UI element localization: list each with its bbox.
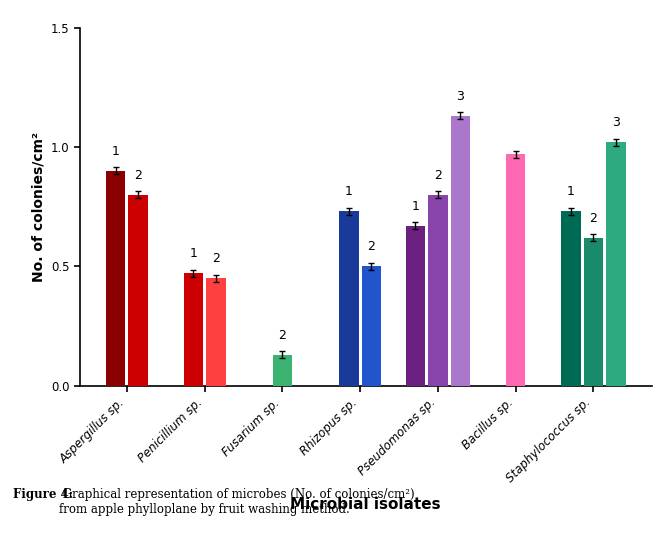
- Bar: [106, 171, 125, 386]
- Bar: [128, 195, 148, 386]
- Text: 3: 3: [456, 90, 464, 103]
- Bar: [428, 195, 448, 386]
- Bar: [339, 212, 358, 386]
- Bar: [406, 226, 425, 386]
- Bar: [584, 237, 603, 386]
- Text: 1: 1: [567, 185, 575, 198]
- Text: 3: 3: [612, 116, 620, 129]
- Bar: [561, 212, 581, 386]
- X-axis label: Microbial isolates: Microbial isolates: [291, 496, 441, 511]
- Text: Figure 4:: Figure 4:: [13, 488, 73, 501]
- Text: 2: 2: [134, 169, 142, 182]
- Bar: [184, 273, 203, 386]
- Text: 2: 2: [589, 212, 597, 225]
- Text: 2: 2: [434, 169, 442, 182]
- Text: 1: 1: [412, 199, 419, 213]
- Bar: [273, 355, 292, 386]
- Text: Graphical representation of microbes (No. of colonies/cm²)
from apple phylloplan: Graphical representation of microbes (No…: [59, 488, 414, 516]
- Text: 1: 1: [345, 185, 352, 198]
- Bar: [206, 278, 225, 386]
- Text: 2: 2: [279, 328, 286, 342]
- Text: 2: 2: [212, 252, 219, 265]
- Bar: [506, 154, 525, 386]
- Bar: [606, 142, 626, 386]
- Text: 2: 2: [368, 240, 375, 253]
- Text: 1: 1: [190, 247, 198, 261]
- Y-axis label: No. of colonies/cm²: No. of colonies/cm²: [31, 132, 45, 282]
- Text: 1: 1: [112, 145, 120, 158]
- Bar: [451, 116, 470, 386]
- Bar: [362, 266, 381, 386]
